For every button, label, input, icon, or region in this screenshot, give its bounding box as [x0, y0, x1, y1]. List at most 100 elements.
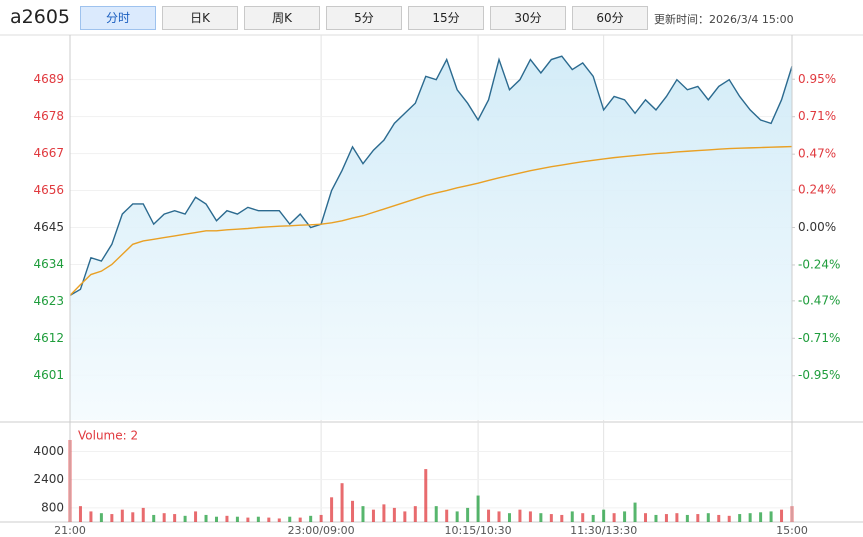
volume-bar [141, 507, 145, 522]
volume-bar [487, 509, 491, 522]
y2-tick-label: -0.71% [798, 331, 840, 345]
symbol: a2605 [10, 6, 70, 28]
tab[interactable]: 30分 [490, 6, 566, 30]
volume-bar [738, 514, 742, 522]
y-tick-label: 4656 [33, 183, 64, 197]
volume-bar [110, 514, 114, 522]
volume-bar [382, 504, 386, 522]
average-line [69, 145, 793, 296]
volume-bar [623, 511, 627, 522]
volume-bar [644, 513, 648, 522]
tab[interactable]: 5分 [326, 6, 402, 30]
volume-bar [235, 516, 239, 522]
x-tick-label: 11:30/13:30 [570, 524, 637, 537]
volume-bar [581, 513, 585, 522]
volume-bar [194, 511, 198, 522]
tab[interactable]: 日K [162, 6, 238, 30]
volume-bar [330, 497, 334, 522]
volume-bar [591, 514, 595, 522]
volume-bar [476, 495, 480, 522]
volume-tick-label: 800 [41, 500, 64, 514]
volume-bar [214, 516, 218, 522]
y2-tick-label: 0.47% [798, 147, 836, 161]
volume-bar [769, 511, 773, 522]
y2-tick-label: 0.71% [798, 109, 836, 123]
volume-bar [78, 506, 82, 522]
tab[interactable]: 60分 [572, 6, 648, 30]
volume-bar [748, 513, 752, 522]
volume-bar [267, 517, 271, 522]
volume-bar [696, 514, 700, 522]
y-tick-label: 4689 [33, 72, 64, 86]
volume-bar [152, 514, 156, 522]
volume-bar [560, 514, 564, 522]
volume-bar [298, 517, 302, 522]
volume-bar [549, 514, 553, 522]
y2-tick-label: 0.95% [798, 72, 836, 86]
price-area [70, 56, 792, 421]
volume-bar [319, 514, 323, 522]
volume-bar [225, 515, 229, 522]
volume-bar [162, 513, 166, 522]
y-tick-label: 4667 [33, 146, 64, 160]
volume-bar [497, 511, 501, 522]
volume-tick-label: 2400 [33, 472, 64, 486]
volume-bar [424, 469, 428, 522]
volume-bar [664, 514, 668, 522]
y-tick-label: 4601 [33, 368, 64, 382]
volume-bar [654, 514, 658, 522]
y-tick-label: 4634 [33, 257, 64, 271]
volume-bar [99, 513, 103, 522]
volume-bar [570, 511, 574, 522]
volume-bar [466, 507, 470, 522]
volume-bar [392, 507, 396, 522]
volume-bar [602, 509, 606, 522]
volume-bar [413, 506, 417, 522]
volume-bar [403, 511, 407, 522]
volume-bar [455, 511, 459, 522]
volume-bar [706, 513, 710, 522]
y-tick-label: 4645 [33, 220, 64, 234]
volume-tick-label: 4000 [33, 444, 64, 458]
y-tick-label: 4612 [33, 331, 64, 345]
volume-bar [528, 511, 532, 522]
volume-bar [256, 516, 260, 522]
volume-bar [183, 515, 187, 522]
y2-tick-label: -0.95% [798, 368, 840, 382]
volume-label: Volume: 2 [78, 429, 138, 443]
y2-tick-label: 0.24% [798, 183, 836, 197]
volume-bar [518, 509, 522, 522]
volume-bar [361, 506, 365, 522]
volume-bar [539, 513, 543, 522]
volume-bar [717, 514, 721, 522]
volume-bar [759, 512, 763, 522]
volume-bar [173, 514, 177, 522]
tab[interactable]: 分时 [80, 6, 156, 30]
volume-bar [780, 509, 784, 522]
volume-bar [371, 509, 375, 522]
volume-bar [445, 509, 449, 522]
y2-tick-label: 0.00% [798, 220, 836, 234]
volume-bar [351, 500, 355, 522]
volume-bar [685, 514, 689, 522]
tab[interactable]: 15分 [408, 6, 484, 30]
price-line [69, 55, 793, 296]
volume-bar [612, 513, 616, 522]
volume-bar [246, 517, 250, 522]
tab[interactable]: 周K [244, 6, 320, 30]
x-tick-label: 23:00/09:00 [288, 524, 355, 537]
volume-bar [675, 513, 679, 522]
y2-tick-label: -0.47% [798, 293, 840, 307]
volume-bar [131, 512, 135, 522]
x-tick-label: 10:15/10:30 [445, 524, 512, 537]
volume-bar [89, 511, 93, 522]
y2-tick-label: -0.24% [798, 257, 840, 271]
volume-bar [633, 502, 637, 522]
y-tick-label: 4623 [33, 294, 64, 308]
update-time: 更新时间：2026/3/4 15:00 [654, 13, 794, 26]
volume-bar [309, 515, 313, 522]
volume-bar [434, 506, 438, 522]
